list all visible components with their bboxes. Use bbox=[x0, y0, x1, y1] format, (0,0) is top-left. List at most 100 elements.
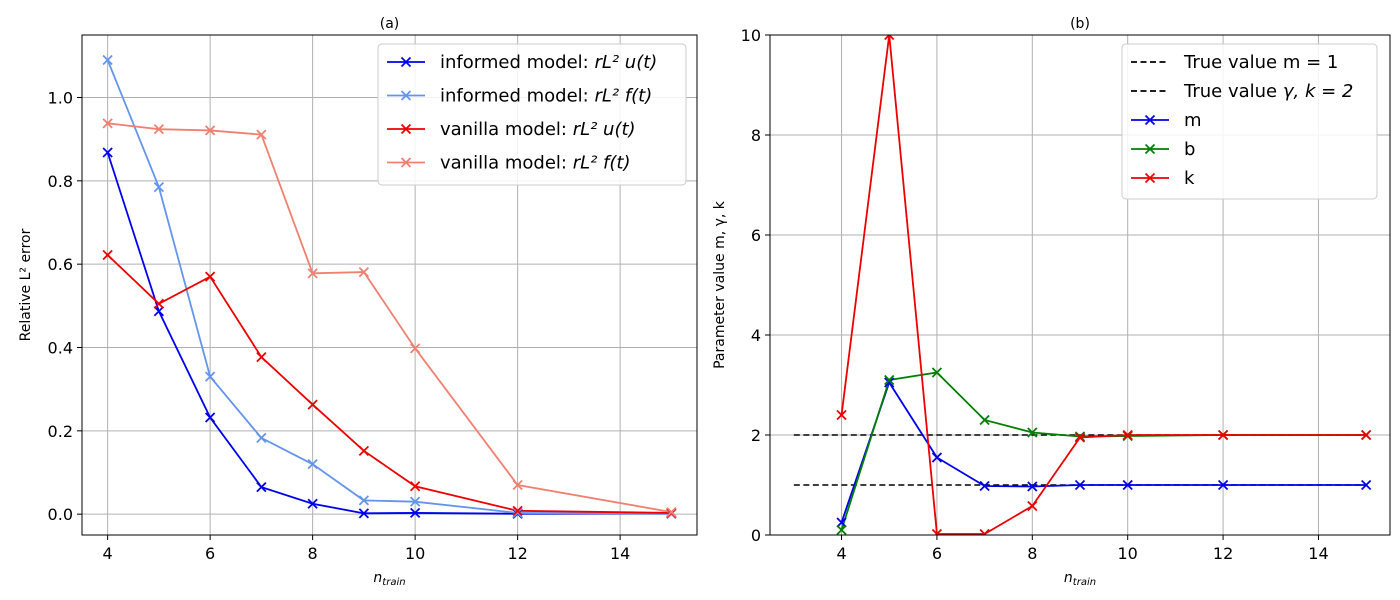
ticks: 4 6 8 10 12 14 0.0 0.2 0.4 0.6 0.8 1.0 bbox=[48, 89, 631, 564]
data-point bbox=[102, 54, 113, 66]
x-tick-label: 14 bbox=[1308, 544, 1328, 563]
x-axis-label: ntrain bbox=[373, 570, 405, 588]
data-point bbox=[358, 508, 370, 519]
y-tick-label: 0 bbox=[751, 526, 761, 545]
axes-frame bbox=[81, 34, 698, 536]
data-point bbox=[1122, 429, 1133, 441]
y-tick-label: 0.8 bbox=[48, 172, 73, 191]
legend-marker bbox=[400, 90, 412, 101]
data-point bbox=[102, 118, 113, 129]
legend-label: vanilla model: rL² u(t) bbox=[440, 119, 636, 140]
data-point bbox=[153, 181, 165, 193]
legend-marker bbox=[400, 56, 412, 68]
data-point bbox=[884, 374, 895, 386]
legend-box bbox=[377, 43, 687, 186]
data-point bbox=[1361, 429, 1372, 441]
data-point bbox=[1027, 481, 1038, 492]
y-tick-label: 0.2 bbox=[48, 422, 73, 441]
y-tick-label: 6 bbox=[751, 226, 761, 245]
data-point bbox=[204, 125, 216, 136]
data-point bbox=[307, 268, 318, 279]
x-tick-label: 14 bbox=[610, 544, 630, 563]
data-point bbox=[1027, 427, 1038, 438]
x-tick-label: 10 bbox=[405, 544, 425, 563]
y-axis-label: Relative L² error bbox=[18, 228, 34, 341]
data-point bbox=[204, 271, 216, 282]
y-axis-label: Parameter value m, γ, k bbox=[712, 200, 728, 369]
data-point bbox=[512, 479, 523, 491]
chart-title: (a) bbox=[380, 16, 400, 32]
data-point bbox=[256, 129, 267, 140]
legend-label: k bbox=[1184, 168, 1195, 189]
data-point bbox=[307, 399, 318, 410]
legend-marker bbox=[400, 123, 412, 135]
x-tick-label: 12 bbox=[1213, 544, 1233, 563]
data-point bbox=[153, 306, 165, 317]
data-point bbox=[979, 414, 990, 426]
legend-label: b bbox=[1184, 139, 1195, 160]
x-tick-label: 10 bbox=[1118, 544, 1138, 563]
legend: True value m = 1 True value γ, k = 2 mbk bbox=[1121, 43, 1378, 200]
x-axis-label: ntrain bbox=[1064, 570, 1096, 588]
legend-label: informed model: rL² u(t) bbox=[440, 52, 657, 73]
data-point bbox=[102, 147, 113, 158]
plot-area bbox=[102, 54, 677, 519]
data-point bbox=[931, 367, 943, 378]
data-point bbox=[153, 298, 165, 309]
panel-a: 4 6 8 10 12 14 0.0 0.2 0.4 0.6 0.8 1.0 (a) ntrain Rela… bbox=[18, 16, 698, 588]
data-point bbox=[666, 506, 677, 518]
legend-label: True value m = 1 bbox=[1183, 52, 1338, 73]
ticks: 4 6 8 10 12 14 0 2 4 6 8 10 bbox=[741, 26, 1329, 563]
x-tick-label: 4 bbox=[836, 544, 846, 563]
data-point bbox=[358, 445, 370, 456]
data-point bbox=[1074, 432, 1086, 443]
data-point bbox=[836, 409, 847, 421]
legend-label: True value γ, k = 2 bbox=[1183, 81, 1353, 102]
chart-title: (b) bbox=[1070, 16, 1090, 32]
data-point bbox=[256, 351, 267, 363]
x-tick-label: 8 bbox=[1027, 544, 1037, 563]
data-point bbox=[358, 266, 370, 278]
y-tick-label: 8 bbox=[751, 126, 761, 145]
data-point bbox=[979, 480, 990, 492]
data-point bbox=[358, 495, 370, 506]
data-point bbox=[409, 343, 421, 354]
x-tick-label: 6 bbox=[932, 544, 942, 563]
data-point bbox=[1027, 500, 1038, 512]
data-point bbox=[204, 412, 216, 423]
panel-b: 4 6 8 10 12 14 0 2 4 6 8 10 (b) ntrain Parameter value… bbox=[712, 16, 1391, 588]
legend-label: informed model: rL² f(t) bbox=[440, 86, 652, 107]
x-tick-label: 8 bbox=[308, 544, 318, 563]
data-point bbox=[204, 371, 216, 382]
y-tick-label: 4 bbox=[751, 326, 761, 345]
y-tick-label: 0.6 bbox=[48, 255, 73, 274]
x-tick-label: 4 bbox=[103, 544, 113, 563]
y-tick-label: 1.0 bbox=[48, 89, 73, 108]
data-point bbox=[884, 35, 895, 41]
data-point bbox=[979, 528, 990, 535]
data-point bbox=[1217, 479, 1229, 491]
data-point bbox=[153, 124, 165, 135]
data-point bbox=[1217, 429, 1229, 441]
data-point bbox=[836, 524, 847, 535]
y-tick-label: 0.0 bbox=[48, 505, 73, 524]
data-point bbox=[307, 498, 318, 509]
legend-label: m bbox=[1184, 110, 1202, 131]
legend-box bbox=[1121, 43, 1378, 200]
x-tick-label: 6 bbox=[205, 544, 215, 563]
y-tick-label: 10 bbox=[741, 26, 761, 45]
data-point bbox=[512, 505, 523, 516]
legend-marker bbox=[1144, 172, 1156, 184]
data-point bbox=[1074, 479, 1086, 491]
legend-label: vanilla model: rL² f(t) bbox=[440, 153, 631, 174]
data-point bbox=[256, 432, 267, 444]
legend: informed model: rL² u(t) informed model: … bbox=[377, 43, 687, 186]
y-tick-label: 0.4 bbox=[48, 339, 73, 358]
data-point bbox=[256, 481, 267, 493]
legend-marker bbox=[1144, 143, 1156, 155]
data-point bbox=[409, 496, 421, 507]
data-point bbox=[836, 517, 847, 528]
data-point bbox=[409, 481, 421, 492]
data-point bbox=[307, 459, 318, 470]
